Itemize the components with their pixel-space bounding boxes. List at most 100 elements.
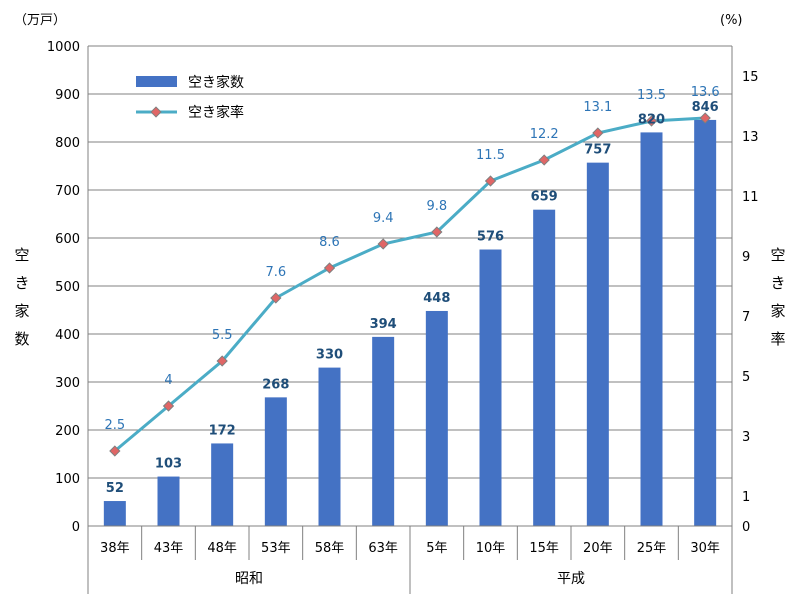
right-tick-label: 0 xyxy=(742,520,750,535)
bar xyxy=(694,119,717,527)
legend: 空き家数 空き家率 xyxy=(136,74,244,121)
bar-value-label: 659 xyxy=(531,190,558,205)
grid-lines xyxy=(88,45,732,479)
right-axis-title-char: 率 xyxy=(770,330,785,348)
rate-value-label: 12.2 xyxy=(530,127,559,142)
rate-point xyxy=(377,238,389,250)
left-tick-label: 0 xyxy=(72,520,80,535)
bar xyxy=(103,501,126,526)
legend-bar-swatch xyxy=(136,76,177,87)
rate-value-label: 13.1 xyxy=(583,100,612,115)
left-axis-unit: （万戸） xyxy=(14,13,66,28)
left-tick-label: 100 xyxy=(55,472,80,487)
right-tick-label: 15 xyxy=(742,70,759,85)
right-axis-unit: (%) xyxy=(720,13,743,28)
category-label: 15年 xyxy=(529,541,559,556)
rate-value-label: 2.5 xyxy=(104,418,125,433)
left-axis-title: 空き家数 xyxy=(14,246,29,348)
rate-value-label: 7.6 xyxy=(265,265,286,280)
bar-value-label: 820 xyxy=(638,112,665,127)
bar xyxy=(425,310,448,526)
category-label: 20年 xyxy=(583,541,613,556)
rate-value-label: 4 xyxy=(164,373,172,388)
bar xyxy=(318,367,341,526)
left-axis-title-char: 数 xyxy=(14,330,29,348)
bar xyxy=(586,162,609,526)
era-label: 昭和 xyxy=(235,571,263,587)
bar xyxy=(479,249,502,526)
left-tick-label: 800 xyxy=(55,136,80,151)
rate-point xyxy=(431,226,443,238)
left-tick-label: 900 xyxy=(55,88,80,103)
legend-bar-label: 空き家数 xyxy=(188,74,244,91)
right-tick-label: 1 xyxy=(742,490,750,505)
data-labels: 52 103 172 268 330 394 448 576 659 757 820 846 2.5 4 5… xyxy=(104,85,719,496)
bar-value-label: 757 xyxy=(584,143,611,158)
left-tick-label: 400 xyxy=(55,328,80,343)
bar xyxy=(264,397,287,526)
line-series xyxy=(109,112,711,457)
left-tick-label: 200 xyxy=(55,424,80,439)
right-tick-label: 5 xyxy=(742,370,750,385)
right-tick-label: 9 xyxy=(742,250,750,265)
category-label: 10年 xyxy=(476,541,506,556)
rate-value-label: 13.5 xyxy=(637,88,666,103)
bar-value-label: 330 xyxy=(316,348,343,363)
left-tick-label: 700 xyxy=(55,184,80,199)
rate-value-label: 13.6 xyxy=(691,85,720,100)
rate-point xyxy=(216,355,228,367)
right-tick-label: 7 xyxy=(742,310,750,325)
bar xyxy=(533,209,556,526)
rate-point xyxy=(592,127,604,139)
category-label: 5年 xyxy=(426,541,447,556)
right-axis-title-char: 空 xyxy=(770,246,785,264)
category-label: 63年 xyxy=(368,541,398,556)
right-tick-label: 11 xyxy=(742,190,759,205)
right-tick-label: 3 xyxy=(742,430,750,445)
rate-point xyxy=(162,400,175,412)
rate-point xyxy=(109,445,121,457)
left-axis-title-char: 空 xyxy=(14,246,29,264)
right-axis-title: 空き家率 xyxy=(770,246,785,348)
legend-line-label: 空き家率 xyxy=(188,104,244,121)
right-tick-label: 13 xyxy=(742,130,759,145)
bar-value-label: 846 xyxy=(692,100,719,115)
rate-point xyxy=(699,112,711,124)
bar-value-label: 448 xyxy=(423,291,450,306)
category-label: 38年 xyxy=(100,541,130,556)
category-label: 43年 xyxy=(154,541,184,556)
left-tick-label: 1000 xyxy=(47,40,80,55)
era-label: 平成 xyxy=(557,571,585,587)
bar-value-label: 394 xyxy=(370,317,397,332)
rate-value-label: 5.5 xyxy=(212,328,233,343)
axes: 0100200300400500600700800900100001357911… xyxy=(47,40,759,594)
rate-line xyxy=(113,116,706,453)
bar xyxy=(372,336,395,526)
left-axis-title-char: 家 xyxy=(14,302,29,320)
left-axis-title-char: き xyxy=(14,274,29,292)
rate-value-label: 9.4 xyxy=(373,211,394,226)
category-label: 25年 xyxy=(637,541,667,556)
category-label: 53年 xyxy=(261,541,291,556)
bar-value-label: 103 xyxy=(155,457,182,472)
left-tick-label: 500 xyxy=(55,280,80,295)
category-label: 30年 xyxy=(690,541,720,556)
bar-value-label: 52 xyxy=(106,481,124,496)
bar xyxy=(157,476,180,526)
rate-point xyxy=(645,115,658,127)
rate-point xyxy=(484,175,497,187)
legend-line-marker xyxy=(150,106,162,118)
right-axis-title-char: き xyxy=(770,274,785,292)
rate-point xyxy=(538,154,550,166)
bar-value-label: 268 xyxy=(262,377,289,392)
right-axis-title-char: 家 xyxy=(770,302,785,320)
bar-value-label: 172 xyxy=(209,423,236,438)
left-tick-label: 300 xyxy=(55,376,80,391)
rate-point xyxy=(270,292,282,304)
rate-value-label: 9.8 xyxy=(426,199,447,214)
rate-point xyxy=(323,262,336,274)
bar xyxy=(640,132,663,526)
left-tick-label: 600 xyxy=(55,232,80,247)
rate-value-label: 8.6 xyxy=(319,235,340,250)
